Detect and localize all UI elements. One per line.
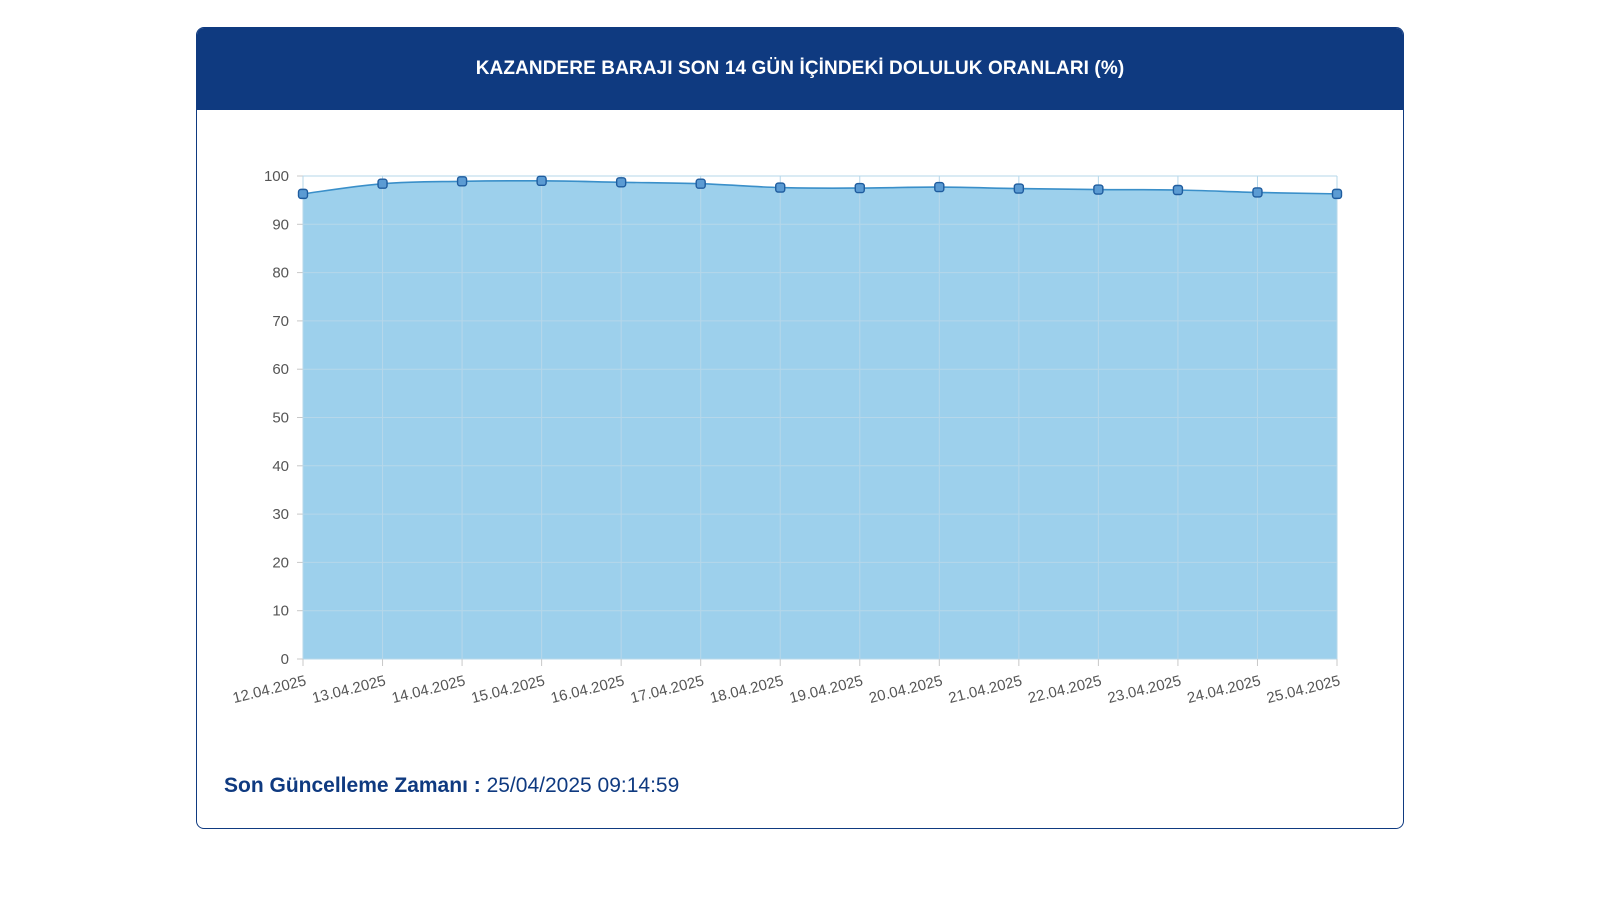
data-point [775, 182, 786, 193]
data-point [1252, 187, 1263, 198]
x-tick-label: 22.04.2025 [1026, 672, 1103, 707]
card-header: KAZANDERE BARAJI SON 14 GÜN İÇİNDEKİ DOL… [197, 28, 1403, 110]
data-point [1093, 184, 1104, 195]
chart-title: KAZANDERE BARAJI SON 14 GÜN İÇİNDEKİ DOL… [475, 58, 1125, 79]
y-tick-label: 50 [272, 410, 289, 427]
data-point [1331, 188, 1343, 200]
chart-area: 0 10 20 30 40 50 60 70 80 90 100 12.04.2025 13.04.20… [197, 110, 1403, 750]
y-tick-label: 30 [272, 506, 289, 523]
data-point [854, 182, 865, 194]
x-tick-label: 19.04.2025 [788, 672, 865, 707]
last-update-value: 25/04/2025 09:14:59 [486, 774, 680, 797]
data-point [934, 181, 945, 193]
x-tick-label: 17.04.2025 [629, 672, 706, 707]
data-point [297, 188, 309, 200]
series-area-fill [303, 180, 1337, 659]
y-tick-label: 10 [272, 603, 289, 620]
x-tick-label: 13.04.2025 [311, 672, 388, 707]
x-tick-label: 12.04.2025 [231, 672, 308, 707]
last-update-label: Son Güncelleme Zamanı : [224, 774, 481, 797]
x-tick-label: 14.04.2025 [390, 672, 467, 707]
data-point [1013, 183, 1025, 194]
dam-occupancy-card: KAZANDERE BARAJI SON 14 GÜN İÇİNDEKİ DOL… [196, 27, 1404, 829]
data-point [377, 178, 388, 189]
last-update: Son Güncelleme Zamanı : 25/04/2025 09:14… [224, 774, 679, 798]
x-tick-label: 23.04.2025 [1106, 672, 1183, 707]
data-point [615, 177, 627, 188]
y-tick-label: 40 [272, 458, 289, 475]
y-tick-label: 80 [272, 265, 289, 282]
data-point [1172, 184, 1184, 196]
data-point [536, 175, 547, 187]
data-point [695, 178, 706, 189]
series-line [302, 179, 1338, 195]
y-tick-label: 70 [272, 313, 289, 330]
y-tick-label: 0 [281, 651, 289, 668]
y-tick-label: 100 [264, 168, 289, 185]
occupancy-area-chart: 0 10 20 30 40 50 60 70 80 90 100 12.04.2025 13.04.20… [231, 168, 1343, 707]
y-tick-label: 60 [272, 361, 289, 378]
y-tick-label: 90 [272, 216, 289, 233]
y-tick-label: 20 [272, 554, 289, 571]
data-point [456, 176, 468, 187]
x-tick-label: 18.04.2025 [708, 672, 785, 707]
x-tick-label: 16.04.2025 [549, 672, 626, 707]
x-tick-label: 25.04.2025 [1265, 672, 1342, 707]
x-tick-label: 20.04.2025 [867, 672, 944, 707]
x-tick-label: 24.04.2025 [1185, 672, 1262, 707]
x-tick-label: 15.04.2025 [470, 672, 547, 707]
x-tick-label: 21.04.2025 [947, 672, 1024, 707]
